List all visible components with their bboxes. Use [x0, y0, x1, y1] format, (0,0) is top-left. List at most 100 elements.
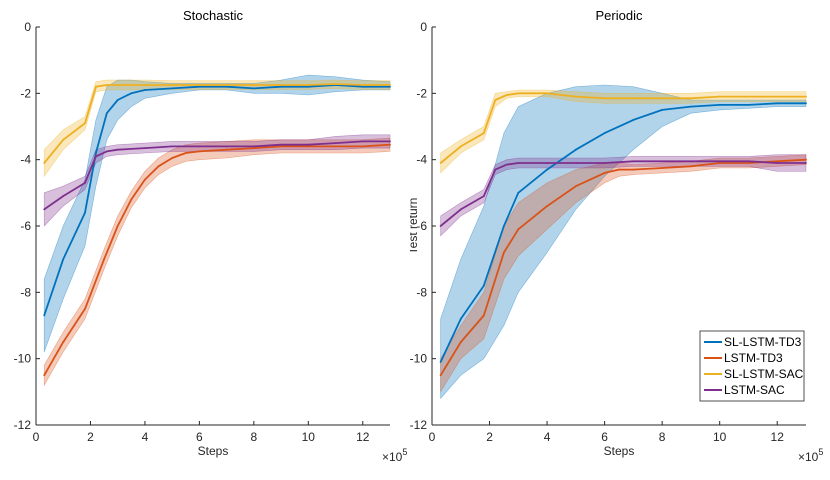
periodic-x-tick-label: 4 [544, 430, 551, 444]
legend-label-lstm-sac: LSTM-SAC [724, 383, 785, 397]
stochastic-point-lstm-td3 [171, 157, 174, 159]
stochastic-point-sl-lstm-sac [62, 138, 65, 141]
periodic-point-lstm-td3 [517, 228, 520, 231]
stochastic-point-sl-lstm-sac [84, 122, 86, 125]
stochastic-point-lstm-td3 [389, 143, 391, 146]
stochastic-point-sl-lstm-td3 [144, 89, 146, 91]
stochastic-point-sl-lstm-td3 [307, 85, 310, 88]
periodic-point-sl-lstm-sac [805, 95, 807, 98]
stochastic-point-sl-lstm-sac [252, 84, 255, 86]
stochastic-point-lstm-td3 [184, 152, 187, 154]
periodic-point-sl-lstm-td3 [776, 102, 779, 105]
periodic-y-tick-label: -12 [410, 418, 428, 432]
periodic-point-lstm-sac [718, 160, 721, 163]
stochastic-point-lstm-td3 [130, 198, 133, 201]
stochastic-point-sl-lstm-td3 [130, 92, 133, 95]
stochastic-point-lstm-td3 [307, 145, 310, 148]
stochastic-point-sl-lstm-td3 [171, 87, 174, 90]
stochastic-x-exponent: ×105 [382, 447, 407, 464]
stochastic-point-lstm-td3 [43, 374, 46, 377]
periodic-point-lstm-td3 [661, 167, 664, 169]
periodic-point-lstm-sac [505, 163, 508, 166]
stochastic-point-lstm-sac [62, 195, 65, 198]
stochastic-point-sl-lstm-td3 [116, 99, 119, 101]
stochastic-x-tick-label: 8 [251, 430, 258, 444]
stochastic-point-lstm-sac [225, 145, 228, 148]
periodic-point-sl-lstm-td3 [574, 148, 577, 151]
periodic-x-tick-label: 0 [429, 430, 436, 444]
periodic-point-lstm-td3 [805, 158, 807, 161]
stochastic-title: Stochastic [183, 8, 243, 23]
stochastic-y-tick-label: -12 [14, 418, 32, 432]
stochastic-y-tick-label: 0 [24, 20, 31, 34]
stochastic-x-tick-label: 10 [302, 430, 316, 444]
stochastic-point-sl-lstm-td3 [280, 85, 282, 88]
periodic-point-sl-lstm-td3 [459, 318, 462, 320]
stochastic-point-lstm-sac [84, 182, 86, 184]
stochastic-point-lstm-td3 [334, 145, 337, 148]
periodic-y-tick-label: -10 [410, 352, 428, 366]
periodic-point-lstm-td3 [439, 374, 442, 377]
stochastic-point-sl-lstm-sac [171, 84, 174, 86]
periodic-point-sl-lstm-sac [632, 97, 635, 100]
stochastic-point-sl-lstm-sac [334, 83, 337, 85]
periodic-point-sl-lstm-sac [494, 99, 497, 101]
periodic-point-lstm-sac [459, 208, 462, 211]
periodic-point-lstm-sac [546, 162, 548, 164]
periodic-y-tick-label: -4 [416, 153, 427, 167]
periodic-point-lstm-td3 [482, 314, 485, 317]
stochastic-x-label: Steps [198, 444, 229, 458]
stochastic-point-sl-lstm-td3 [43, 314, 46, 317]
stochastic-point-lstm-td3 [103, 258, 105, 261]
stochastic-point-lstm-sac [252, 145, 255, 148]
stochastic-x-tick-label: 2 [87, 430, 94, 444]
stochastic-point-sl-lstm-td3 [198, 85, 201, 88]
periodic-point-sl-lstm-td3 [517, 191, 520, 194]
periodic-point-sl-lstm-td3 [439, 361, 442, 363]
periodic-panel: 0 2 4 6 8 10 12 0 -2 -4 -6 -8 -10 -12 Periodic Steps ×10… [406, 8, 823, 464]
stochastic-y-tick-label: -8 [20, 285, 31, 299]
stochastic-point-lstm-sac [144, 147, 146, 150]
legend: SL-LSTM-TD3 LSTM-TD3 SL-LSTM-SAC LSTM-SAC [699, 330, 805, 402]
periodic-point-lstm-td3 [776, 160, 779, 163]
stochastic-point-sl-lstm-sac [198, 84, 201, 86]
stochastic-line-lstm-td3 [43, 143, 391, 376]
periodic-point-sl-lstm-td3 [718, 104, 721, 106]
stochastic-point-sl-lstm-sac [144, 84, 146, 86]
stochastic-point-lstm-sac [116, 148, 119, 151]
stochastic-x-tick-label: 6 [196, 430, 203, 444]
periodic-point-lstm-sac [574, 162, 577, 164]
periodic-point-sl-lstm-td3 [482, 284, 485, 287]
stochastic-point-lstm-td3 [116, 225, 119, 227]
periodic-point-sl-lstm-sac [574, 95, 577, 98]
stochastic-x-tick-label: 4 [142, 430, 149, 444]
stochastic-point-sl-lstm-sac [225, 84, 228, 86]
stochastic-point-lstm-sac [389, 140, 391, 143]
periodic-point-sl-lstm-td3 [690, 105, 692, 108]
periodic-point-sl-lstm-sac [517, 92, 520, 95]
periodic-x-tick-label: 10 [713, 430, 727, 444]
periodic-y-tick-label: -6 [416, 219, 427, 233]
stochastic-point-lstm-td3 [144, 178, 146, 181]
periodic-point-sl-lstm-sac [718, 95, 721, 98]
stochastic-x-tick-label: 12 [356, 430, 370, 444]
periodic-x-exponent: ×105 [798, 447, 823, 464]
stochastic-y-tick-label: -4 [20, 153, 31, 167]
legend-label-lstm-td3: LSTM-TD3 [724, 351, 783, 365]
periodic-point-lstm-sac [603, 162, 606, 164]
periodic-point-lstm-td3 [690, 165, 692, 168]
stochastic-point-sl-lstm-sac [95, 85, 97, 88]
legend-label-sl-lstm-sac: SL-LSTM-SAC [724, 367, 804, 381]
periodic-y-tick-label: 0 [420, 20, 427, 34]
stochastic-point-sl-lstm-td3 [95, 152, 97, 154]
stochastic-point-lstm-sac [171, 145, 174, 148]
periodic-point-sl-lstm-td3 [661, 109, 664, 111]
periodic-x-tick-label: 6 [601, 430, 608, 444]
periodic-point-sl-lstm-sac [661, 97, 664, 100]
stochastic-point-sl-lstm-sac [307, 84, 310, 86]
stochastic-point-sl-lstm-sac [105, 84, 108, 86]
periodic-band-lstm-td3 [440, 154, 807, 393]
stochastic-panel: 0 2 4 6 8 10 12 0 -2 -4 -6 -8 -10 -12 Stochastic Steps ×… [14, 8, 408, 464]
periodic-point-sl-lstm-td3 [503, 225, 505, 227]
